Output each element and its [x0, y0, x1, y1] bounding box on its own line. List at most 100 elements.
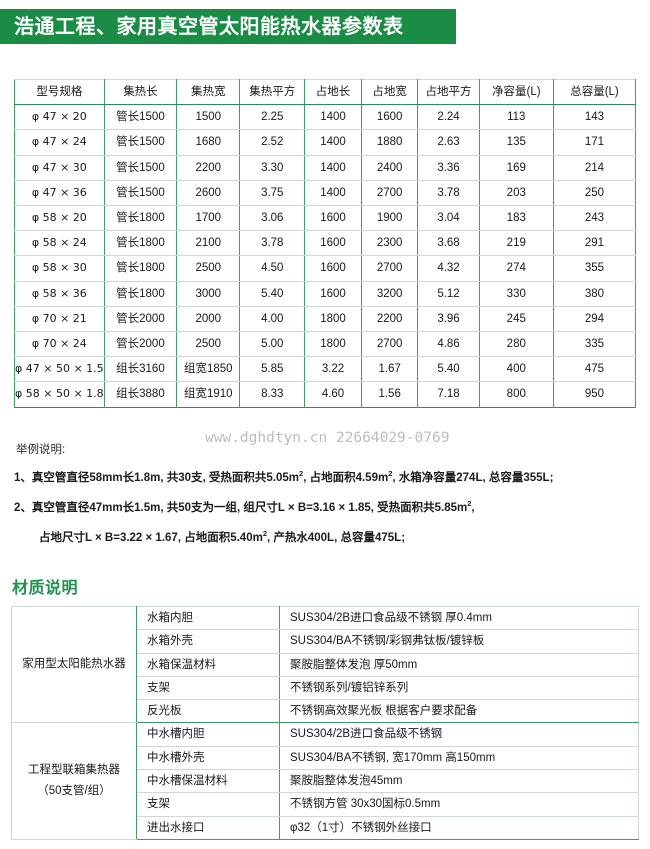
material-row: 工程型联箱集热器（50支管/组） 中水槽内胆 SUS304/2B进口食品级不锈钢: [11, 722, 639, 840]
table-cell: 250: [552, 179, 637, 207]
table-cell: 管长2000: [103, 305, 178, 333]
table-cell: 183: [478, 205, 554, 232]
material-row: 中水槽保温材料 聚胺脂整体发泡45mm: [12, 769, 639, 794]
table-cell: 171: [552, 129, 637, 156]
parameter-table-header-row: 型号规格 集热长 集热宽 集热平方 占地长 占地宽 占地平方 净容量(L) 总容量(L): [14, 78, 637, 106]
table-cell: 143: [552, 104, 637, 131]
column-header: 占地宽: [360, 78, 419, 106]
table-cell: 1880: [360, 129, 419, 156]
table-cell: 243: [552, 205, 637, 232]
table-cell: 3200: [360, 280, 419, 307]
example-note-line: 2、真空管直径47mm长1.5m, 共50支为一组, 组尺寸L × B=3.16…: [14, 499, 475, 514]
table-cell: 2200: [176, 154, 241, 181]
table-cell: 1.56: [360, 381, 419, 408]
column-header: 占地长: [304, 78, 362, 106]
model-spec-cell: φ 70 × 21: [14, 305, 105, 333]
material-row: 家用型太阳能热水器 水箱内胆 SUS304/2B进口食品级不锈钢 厚0.4mm: [11, 605, 639, 724]
table-cell: 7.18: [417, 381, 480, 408]
model-spec-cell: φ 58 × 24: [14, 230, 105, 257]
table-cell: 2700: [360, 331, 419, 358]
table-row: φ 70 × 24 管长2000 2500 5.00 1800 2700 4.86 280 33…: [14, 331, 637, 358]
material-part-cell: 支架: [136, 792, 280, 817]
table-cell: 294: [552, 305, 637, 333]
material-row: 进出水接口 φ32（1寸）不锈钢外丝接口: [12, 815, 639, 840]
material-description-cell: 聚胺脂整体发泡 厚50mm: [279, 652, 639, 677]
model-spec-cell: φ 58 × 50 × 1.8: [14, 381, 105, 408]
table-cell: 1.67: [360, 356, 419, 383]
table-cell: 管长2000: [103, 331, 178, 358]
table-cell: 1500: [176, 104, 241, 131]
table-cell: 3.06: [239, 205, 306, 232]
table-cell: 4.50: [239, 255, 306, 282]
material-table: 家用型太阳能热水器 水箱内胆 SUS304/2B进口食品级不锈钢 厚0.4mm 水箱外…: [11, 605, 639, 840]
material-part-cell: 反光板: [136, 699, 280, 724]
table-cell: 2200: [360, 305, 419, 333]
table-cell: 2500: [176, 331, 241, 358]
material-description-cell: 不锈钢方管 30x30国标0.5mm: [279, 792, 639, 817]
table-cell: 组宽1910: [176, 381, 241, 408]
model-spec-cell: φ 47 × 24: [14, 129, 105, 156]
table-row: φ 47 × 30 管长1500 2200 3.30 1400 2400 3.36 169 21…: [14, 154, 637, 181]
table-cell: 355: [552, 255, 637, 282]
page-title: 浩通工程、家用真空管太阳能热水器参数表: [14, 15, 404, 38]
model-spec-cell: φ 47 × 20: [14, 104, 105, 131]
table-row: φ 47 × 50 × 1.5 组长3160 组宽1850 5.85 3.22 1.67 5…: [14, 356, 637, 383]
table-cell: 3.30: [239, 154, 306, 181]
table-cell: 1600: [304, 255, 362, 282]
table-cell: 3.75: [239, 179, 306, 207]
material-part-cell: 中水槽保温材料: [136, 769, 280, 794]
table-cell: 4.60: [304, 381, 362, 408]
table-cell: 113: [478, 104, 554, 131]
table-cell: 2400: [360, 154, 419, 181]
table-cell: 2600: [176, 179, 241, 207]
table-cell: 2500: [176, 255, 241, 282]
table-cell: 管长1800: [103, 205, 178, 232]
table-cell: 280: [478, 331, 554, 358]
table-cell: 4.32: [417, 255, 480, 282]
material-part-cell: 中水槽外壳: [136, 745, 280, 771]
table-cell: 1400: [304, 154, 362, 181]
material-description-cell: 不锈钢高效聚光板 根据客户要求配备: [279, 699, 639, 724]
table-cell: 1600: [360, 104, 419, 131]
table-cell: 组长3880: [103, 381, 178, 408]
table-row: φ 47 × 20 管长1500 1500 2.25 1400 1600 2.24 113 14…: [14, 104, 637, 131]
table-row: φ 47 × 24 管长1500 1680 2.52 1400 1880 2.63 135 17…: [14, 129, 637, 156]
column-header: 集热宽: [176, 78, 241, 106]
table-cell: 1800: [304, 305, 362, 333]
table-cell: 4.86: [417, 331, 480, 358]
column-header: 集热平方: [239, 78, 306, 106]
table-row: φ 58 × 36 管长1800 3000 5.40 1600 3200 5.12 330 38…: [14, 280, 637, 307]
table-row: φ 47 × 36 管长1500 2600 3.75 1400 2700 3.78 203 25…: [14, 179, 637, 207]
table-cell: 管长1500: [103, 129, 178, 156]
material-description-cell: φ32（1寸）不锈钢外丝接口: [279, 815, 639, 840]
material-table-container: 家用型太阳能热水器 水箱内胆 SUS304/2B进口食品级不锈钢 厚0.4mm 水箱外…: [11, 605, 639, 840]
page-title-banner: 浩通工程、家用真空管太阳能热水器参数表: [0, 9, 456, 44]
material-part-cell: 支架: [136, 675, 280, 701]
table-cell: 2.52: [239, 129, 306, 156]
table-cell: 2.24: [417, 104, 480, 131]
table-cell: 330: [478, 280, 554, 307]
table-row: φ 70 × 21 管长2000 2000 4.00 1800 2200 3.96 245 29…: [14, 305, 637, 333]
table-cell: 5.00: [239, 331, 306, 358]
table-cell: 3000: [176, 280, 241, 307]
table-cell: 169: [478, 154, 554, 181]
table-cell: 1900: [360, 205, 419, 232]
table-cell: 1400: [304, 179, 362, 207]
model-spec-cell: φ 47 × 50 × 1.5: [14, 356, 105, 383]
site-watermark: www.dghdtyn.cn 22664029-0769: [205, 430, 450, 446]
material-description-cell: 聚胺脂整体发泡45mm: [279, 769, 639, 794]
model-spec-cell: φ 58 × 20: [14, 205, 105, 232]
table-cell: 5.40: [417, 356, 480, 383]
table-cell: 5.12: [417, 280, 480, 307]
table-cell: 管长1800: [103, 255, 178, 282]
model-spec-cell: φ 47 × 30: [14, 154, 105, 181]
table-cell: 3.78: [417, 179, 480, 207]
table-cell: 2700: [360, 179, 419, 207]
material-row: 水箱保温材料 聚胺脂整体发泡 厚50mm: [12, 652, 639, 677]
model-spec-cell: φ 47 × 36: [14, 179, 105, 207]
parameter-table: 型号规格 集热长 集热宽 集热平方 占地长 占地宽 占地平方 净容量(L) 总容量(L) φ 47…: [14, 78, 637, 408]
table-cell: 291: [552, 230, 637, 257]
table-row: φ 58 × 24 管长1800 2100 3.78 1600 2300 3.68 219 29…: [14, 230, 637, 257]
table-cell: 2300: [360, 230, 419, 257]
example-note-line: 占地尺寸L × B=3.22 × 1.67, 占地面积5.40m2, 产热水40…: [39, 529, 406, 544]
